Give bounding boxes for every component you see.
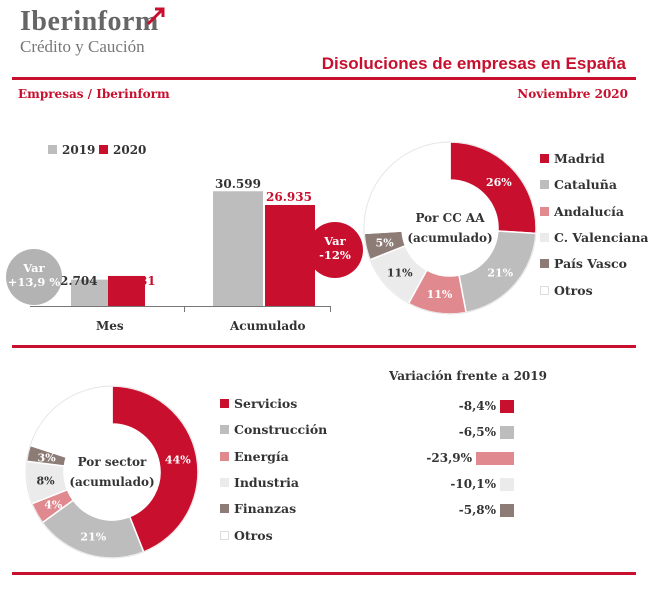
legend-servicios: Servicios <box>220 396 297 411</box>
legend-swatch-icon <box>99 145 108 154</box>
legend-2020: 2020 <box>99 143 146 157</box>
donut-cc-aa-center-sub: (acumulado) <box>407 231 493 245</box>
legend-swatch-icon <box>220 478 229 487</box>
legend-construccion: Construcción <box>220 422 327 437</box>
variation-bar-finanzas <box>500 504 514 517</box>
bar-value-acum-2020: 26.935 <box>266 190 312 204</box>
legend-otros-ccaa: Otros <box>540 283 593 298</box>
donut-sector-center-sub: (acumulado) <box>69 475 155 489</box>
brand-name: Iberinform <box>20 6 159 37</box>
bar-value-mes-2020: 3.081 <box>118 274 156 288</box>
variation-bar-energía <box>476 452 514 465</box>
legend-swatch-icon <box>220 452 229 461</box>
legend-cataluna: Cataluña <box>540 177 617 192</box>
legend-swatch-icon <box>220 531 229 540</box>
legend-otros-sector: Otros <box>220 528 273 543</box>
variation-value-label: -23,9% <box>426 451 472 465</box>
slice-label: 8% <box>36 474 55 487</box>
donut-sector-center-title: Por sector <box>77 455 147 469</box>
slice-label: 3% <box>38 451 57 464</box>
donut-cc-aa-center-title: Por CC AA <box>415 211 485 225</box>
slice-label: 11% <box>387 266 413 279</box>
legend-finanzas: Finanzas <box>220 501 296 516</box>
variation-badge-acumulado: Var -12% <box>307 222 363 278</box>
variation-badge-mes: Var +13,9 % <box>6 249 62 305</box>
legend-swatch-icon <box>540 154 549 163</box>
category-label-mes: Mes <box>96 319 124 333</box>
donut-cc-aa: 26% 21% 11% 11% 5% <box>363 141 537 315</box>
source-label: Empresas / Iberinform <box>18 87 170 101</box>
bar-value-acum-2019: 30.599 <box>215 177 261 191</box>
slice-label: 21% <box>487 266 513 279</box>
legend-pais-vasco: País Vasco <box>540 256 627 271</box>
section-divider <box>12 345 636 348</box>
legend-energia: Energía <box>220 449 289 464</box>
donut-outline <box>363 141 537 315</box>
legend-swatch-icon <box>540 233 549 242</box>
legend-swatch-icon <box>540 259 549 268</box>
slice-label: 26% <box>486 176 512 189</box>
date-label: Noviembre 2020 <box>517 87 628 101</box>
slice-label: 5% <box>376 237 395 250</box>
legend-swatch-icon <box>540 286 549 295</box>
donut-sector: 44% 21% 4% 8% 3% <box>25 385 199 559</box>
legend-swatch-icon <box>220 399 229 408</box>
variation-value-label: -8,4% <box>459 399 497 413</box>
bar-mes-2020 <box>108 275 145 306</box>
legend-2019: 2019 <box>48 143 95 157</box>
bar-mes-2019 <box>71 279 108 306</box>
legend-swatch-icon <box>540 180 549 189</box>
bar-acumulado-2020 <box>265 204 315 306</box>
legend-swatch-icon <box>220 425 229 434</box>
legend-andalucia: Andalucía <box>540 204 624 219</box>
variation-value-label: -6,5% <box>459 425 497 439</box>
variation-bar-servicios <box>500 400 514 413</box>
legend-c-valenciana: C. Valenciana <box>540 230 648 245</box>
legend-madrid: Madrid <box>540 151 605 166</box>
variation-bar-construcción <box>500 426 514 439</box>
legend-swatch-icon <box>48 145 57 154</box>
slice-label: 4% <box>44 498 63 511</box>
variation-value-label: -5,8% <box>459 503 497 517</box>
slice-label: 21% <box>80 530 106 543</box>
brand-tagline: Crédito y Caución <box>20 37 145 56</box>
slice-label: 44% <box>165 453 191 466</box>
bar-acumulado-2019 <box>213 191 263 306</box>
slice-label: 11% <box>427 288 453 301</box>
variation-value-label: -10,1% <box>450 477 496 491</box>
bar-value-mes-2019: 2.704 <box>60 274 98 288</box>
variation-bar-industria <box>500 478 514 491</box>
legend-swatch-icon <box>220 504 229 513</box>
legend-industria: Industria <box>220 475 299 490</box>
legend-swatch-icon <box>540 207 549 216</box>
header-divider <box>12 77 636 80</box>
donut-outline <box>25 385 199 559</box>
category-label-acumulado: Acumulado <box>230 319 306 333</box>
page-title: Disoluciones de empresas en España <box>321 54 626 73</box>
brand-logo-icon <box>146 7 165 26</box>
variation-chart-title: Variación frente a 2019 <box>389 369 547 383</box>
footer-divider <box>12 572 636 575</box>
